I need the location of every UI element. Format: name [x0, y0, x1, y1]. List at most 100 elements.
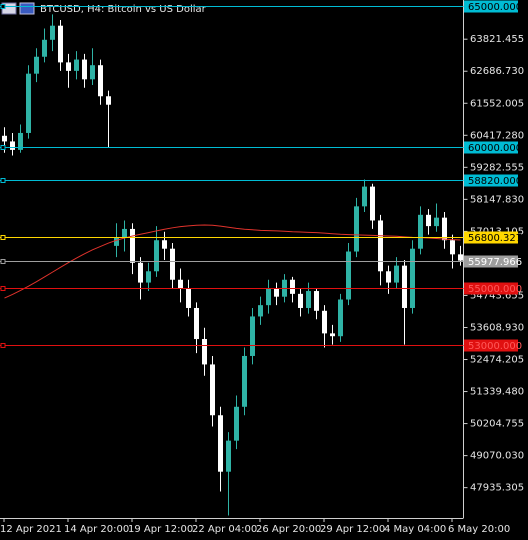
candle-body — [362, 186, 367, 207]
candle-body — [242, 355, 247, 407]
y-tick-label: 59282.555 — [470, 162, 524, 173]
candle-body — [434, 217, 439, 227]
candle-body — [202, 339, 207, 365]
candle-body — [418, 214, 423, 249]
y-tick-label: 54743.655 — [470, 290, 524, 301]
candle-body — [114, 237, 119, 246]
y-tick-label: 60417.280 — [470, 130, 524, 141]
candle-body — [370, 186, 375, 221]
level-anchor — [0, 259, 6, 264]
level-anchor — [0, 178, 6, 183]
level-label: 60000.000 — [468, 143, 522, 154]
candle-body — [2, 135, 7, 142]
level-label: 58820.000 — [468, 176, 522, 187]
candle-body — [410, 248, 415, 308]
x-tick-label: 14 Apr 20:00 — [64, 524, 129, 535]
level-label-box — [464, 282, 518, 295]
candle-body — [386, 271, 391, 283]
candle-body — [322, 310, 327, 334]
x-tick-label: 19 Apr 12:00 — [128, 524, 193, 535]
level-anchor — [0, 343, 6, 348]
level-label-box — [464, 141, 518, 154]
level-label: 56800.327 — [468, 233, 522, 244]
candle-body — [122, 228, 127, 238]
y-tick-label: 47935.305 — [470, 483, 524, 494]
candle-body — [378, 220, 383, 272]
candle-body — [50, 25, 55, 40]
y-tick-label: 63821.455 — [470, 34, 524, 45]
candle-body — [402, 265, 407, 308]
candle-body — [226, 440, 231, 472]
level-label-box — [464, 0, 518, 13]
candle-body — [34, 56, 39, 74]
candle-body — [186, 288, 191, 308]
x-tick-label: 26 Apr 20:00 — [256, 524, 321, 535]
x-tick-label: 12 Apr 2021 — [0, 524, 62, 535]
level-anchor — [0, 4, 6, 9]
y-tick-label: 50204.755 — [470, 419, 524, 430]
candle-body — [298, 293, 303, 308]
level-label: 55000.000 — [468, 284, 522, 295]
candle-body — [82, 59, 87, 80]
level-label: 65000.000 — [468, 2, 522, 13]
level-label: 55977.966 — [468, 257, 522, 268]
y-tick-label: 58147.830 — [470, 194, 524, 205]
level-anchor — [0, 286, 6, 291]
candle-body — [26, 73, 31, 133]
y-tick-label: 51339.480 — [470, 387, 524, 398]
level-label-box — [464, 339, 518, 352]
candle-body — [18, 132, 23, 150]
icon — [19, 2, 35, 15]
candle-body — [74, 59, 79, 71]
candle-body — [98, 65, 103, 97]
candle-body — [210, 364, 215, 416]
candle-body — [58, 25, 63, 63]
candle-body — [394, 265, 399, 283]
candle-body — [354, 206, 359, 252]
candle-body — [266, 288, 271, 306]
y-tick-label: 62686.730 — [470, 66, 524, 77]
level-label-box — [464, 255, 518, 268]
candle-body — [338, 299, 343, 337]
candle-body — [426, 214, 431, 227]
y-tick-label: 52474.205 — [470, 355, 524, 366]
candle-body — [218, 415, 223, 472]
candle-body — [42, 39, 47, 57]
candle-body — [106, 96, 111, 105]
y-tick-label: 53608.930 — [470, 322, 524, 333]
moving-average — [4, 224, 461, 299]
candle-body — [458, 254, 463, 261]
candle-body — [346, 251, 351, 300]
y-tick-label: 61552.005 — [470, 98, 524, 109]
candle-body — [66, 62, 71, 71]
candle-body — [194, 307, 199, 340]
candle-body — [90, 65, 95, 80]
candle-body — [290, 279, 295, 294]
candle-body — [274, 288, 279, 297]
candle-body — [146, 271, 151, 283]
candle-body — [314, 291, 319, 311]
candle-body — [138, 262, 143, 283]
level-anchor — [0, 235, 6, 240]
level-label-box — [464, 174, 518, 187]
x-tick-label: 29 Apr 12:00 — [320, 524, 385, 535]
candle-body — [154, 240, 159, 272]
candle-body — [178, 279, 183, 289]
candle-body — [442, 217, 447, 241]
candle-body — [258, 305, 263, 317]
plot — [2, 14, 463, 516]
candle-body — [170, 248, 175, 280]
level-label: 53000.000 — [468, 341, 522, 352]
candle-body — [250, 316, 255, 356]
candle-body — [162, 240, 167, 249]
candle-body — [234, 406, 239, 441]
candle-body — [10, 141, 15, 150]
candle-body — [306, 291, 311, 308]
x-tick-label: 4 May 04:00 — [384, 524, 446, 535]
level-anchor — [0, 145, 6, 150]
y-tick-label: 49070.030 — [470, 451, 524, 462]
x-tick-label: 6 May 20:00 — [448, 524, 510, 535]
chart-title: BTCUSD, H4: Bitcoin vs US Dollar — [40, 4, 207, 15]
